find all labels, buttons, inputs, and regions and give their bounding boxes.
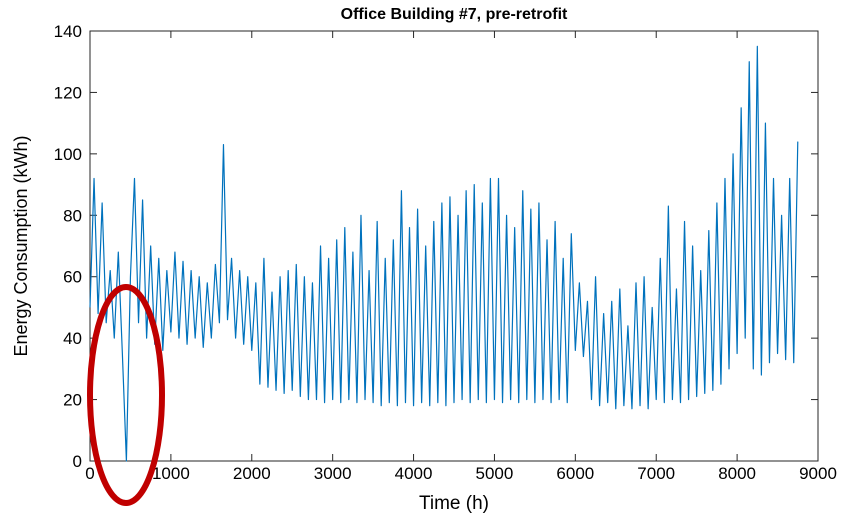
y-tick-label: 0	[73, 452, 82, 471]
x-tick-label: 9000	[799, 464, 837, 483]
x-tick-label: 4000	[395, 464, 433, 483]
x-tick-label: 8000	[718, 464, 756, 483]
x-tick-label: 1000	[152, 464, 190, 483]
x-tick-label: 6000	[556, 464, 594, 483]
y-tick-label: 140	[54, 22, 82, 41]
y-tick-label: 100	[54, 145, 82, 164]
x-tick-label: 5000	[476, 464, 514, 483]
y-axis-label: Energy Consumption (kWh)	[11, 135, 31, 356]
x-tick-label: 7000	[637, 464, 675, 483]
y-tick-label: 80	[63, 206, 82, 225]
plot-box	[89, 30, 819, 462]
y-tick-label: 120	[54, 83, 82, 102]
y-tick-label: 40	[63, 329, 82, 348]
x-tick-label: 3000	[314, 464, 352, 483]
y-tick-label: 20	[63, 391, 82, 410]
highlight-ellipse	[87, 284, 165, 506]
x-tick-label: 2000	[233, 464, 271, 483]
chart-title: Office Building #7, pre-retrofit	[341, 6, 568, 23]
y-tick-label: 60	[63, 268, 82, 287]
x-axis-label: Time (h)	[419, 493, 489, 514]
x-tick-label: 0	[85, 464, 94, 483]
data-line	[89, 45, 799, 462]
